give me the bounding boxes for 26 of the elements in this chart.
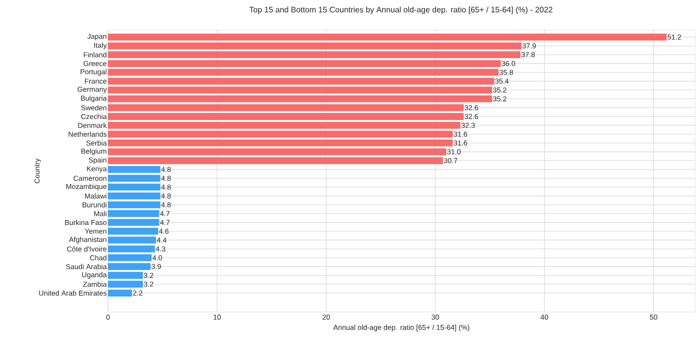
bar: [108, 192, 160, 200]
bar: [108, 210, 160, 218]
bar: [108, 184, 160, 191]
bar: [108, 272, 143, 279]
bar: [108, 236, 156, 244]
bar: [108, 166, 160, 173]
bar: [108, 51, 520, 58]
bar: [108, 174, 160, 182]
bar: [108, 34, 667, 41]
bar: [108, 254, 152, 262]
bar: [108, 228, 158, 235]
bar: [108, 290, 132, 296]
bar: [108, 60, 501, 67]
bar: [108, 218, 160, 226]
bar: [108, 78, 494, 85]
bar: [108, 263, 151, 270]
bar: [108, 86, 492, 94]
bar: [108, 140, 453, 146]
bar: [108, 201, 160, 208]
bar: [108, 113, 464, 120]
bar: [108, 157, 443, 164]
bar: [108, 245, 155, 252]
bar: [108, 68, 499, 76]
bar: [108, 42, 522, 50]
bar: [108, 148, 446, 156]
bar: [108, 280, 143, 288]
